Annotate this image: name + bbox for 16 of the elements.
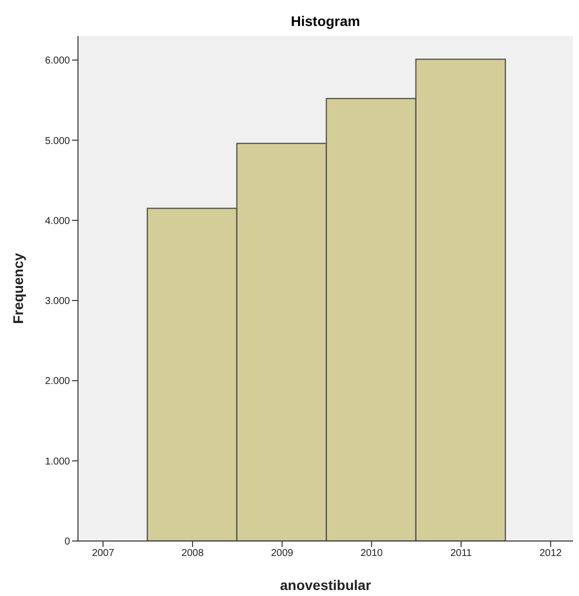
x-tick-label: 2012 [539,548,562,560]
x-tick-label: 2007 [92,548,115,560]
x-axis-title: anovestibular [280,577,372,593]
x-tick-label: 2010 [360,548,384,560]
x-tick-label: 2009 [270,548,294,560]
y-tick-label: 5.000 [44,136,70,147]
y-tick-label: 4.000 [44,216,70,227]
y-tick-label: 2.000 [44,376,70,388]
y-axis-title: Frequency [10,252,26,324]
y-tick-label: 3.000 [44,296,70,308]
y-tick-label: 0 [64,536,70,548]
chart-title: Histogram [290,13,360,29]
y-tick-label: 1.000 [44,456,70,468]
x-tick-label: 2008 [181,548,204,560]
y-tick-label: 6.000 [44,56,70,67]
x-tick-label: 2011 [450,548,472,560]
